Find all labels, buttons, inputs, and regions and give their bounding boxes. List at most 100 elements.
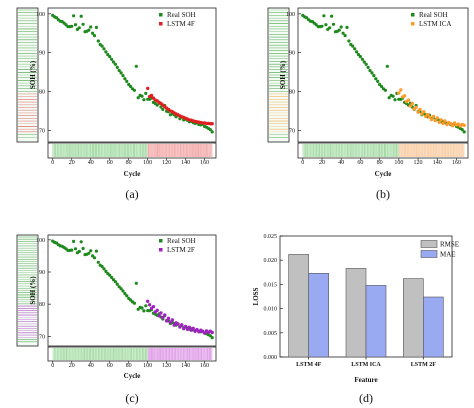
real-soh-point bbox=[121, 289, 125, 293]
x-tick-label: 160 bbox=[200, 363, 209, 369]
y-tick-label: 70 bbox=[39, 128, 45, 134]
prediction-point bbox=[183, 324, 188, 329]
real-soh-point bbox=[94, 25, 98, 29]
real-soh-point bbox=[339, 25, 343, 29]
x-tick-label: 80 bbox=[377, 160, 383, 166]
real-soh-point bbox=[87, 28, 91, 32]
real-soh-point bbox=[372, 74, 376, 78]
prediction-point bbox=[435, 116, 439, 120]
real-soh-point bbox=[161, 107, 165, 111]
y-tick-label: 0.000 bbox=[264, 355, 278, 361]
prediction-point bbox=[146, 299, 150, 303]
real-soh-point bbox=[119, 287, 123, 291]
prediction-point bbox=[397, 91, 401, 95]
prediction-point bbox=[168, 320, 173, 324]
y-tick-label: 0.020 bbox=[264, 258, 278, 264]
real-soh-point bbox=[54, 16, 59, 20]
real-soh-point bbox=[132, 301, 136, 305]
x-tick-label: 100 bbox=[143, 363, 152, 369]
real-soh-point bbox=[91, 31, 95, 35]
real-soh-point bbox=[330, 14, 334, 18]
real-soh-point bbox=[136, 96, 140, 100]
real-soh-point bbox=[100, 264, 104, 269]
real-soh-point bbox=[121, 74, 125, 78]
panel-label: (a) bbox=[125, 187, 138, 201]
x-tick-label: 0 bbox=[51, 160, 54, 166]
x-tick-label: 40 bbox=[338, 160, 344, 166]
cycle-strip-frame bbox=[47, 346, 217, 362]
real-soh-point bbox=[92, 256, 97, 260]
x-tick-label: 140 bbox=[181, 363, 190, 369]
y-tick-label: 100 bbox=[286, 12, 295, 18]
y-axis-label: LOSS bbox=[252, 287, 260, 305]
real-soh-point bbox=[358, 55, 362, 59]
real-soh-point bbox=[125, 294, 129, 298]
prediction-point bbox=[191, 326, 195, 330]
feature-strip-frame bbox=[16, 234, 39, 347]
prediction-point bbox=[202, 331, 207, 335]
y-tick-label: 90 bbox=[39, 270, 45, 276]
real-soh-point bbox=[378, 82, 382, 87]
prediction-point bbox=[429, 117, 434, 122]
real-soh-point bbox=[324, 23, 328, 27]
test-band bbox=[147, 144, 213, 157]
prediction-point bbox=[443, 119, 447, 123]
prediction-point bbox=[163, 313, 167, 317]
real-soh-point bbox=[362, 60, 366, 64]
real-soh-point bbox=[73, 247, 78, 251]
x-axis-label: Feature bbox=[354, 376, 377, 384]
train-band bbox=[52, 348, 148, 360]
x-tick-label: 120 bbox=[414, 160, 423, 166]
real-soh-point bbox=[341, 31, 345, 35]
legend-label: MAE bbox=[440, 251, 456, 259]
loss-bar-chart: 0.000 0.005 0.010 0.015 0.020 0.025 LSTM 4F LST… bbox=[252, 234, 459, 405]
real-soh-point bbox=[79, 240, 83, 244]
y-tick-label: 0.025 bbox=[264, 234, 278, 240]
prediction-point bbox=[427, 115, 432, 119]
real-soh-point bbox=[144, 304, 148, 308]
real-soh-point bbox=[108, 55, 112, 59]
real-soh-point bbox=[129, 84, 133, 89]
real-soh-point bbox=[387, 96, 391, 100]
y-axis-label: SOH (%) bbox=[29, 60, 37, 89]
prediction-point bbox=[159, 311, 163, 315]
x-tick-label: 140 bbox=[181, 160, 190, 166]
real-soh-point bbox=[81, 246, 85, 251]
prediction-point bbox=[147, 303, 152, 307]
y-tick-label: 70 bbox=[39, 334, 45, 340]
y-tick-label: 0.005 bbox=[264, 331, 278, 337]
prediction-point bbox=[182, 326, 186, 331]
y-tick-label: 80 bbox=[39, 90, 45, 96]
real-soh-point bbox=[345, 25, 349, 29]
real-soh-point bbox=[104, 50, 108, 54]
x-tick-label: 100 bbox=[394, 160, 403, 166]
real-soh-point bbox=[376, 79, 380, 83]
prediction-point bbox=[151, 305, 156, 309]
legend-marker bbox=[420, 240, 438, 248]
y-axis-label: SOH (%) bbox=[279, 60, 287, 89]
real-soh-point bbox=[343, 34, 347, 38]
real-soh-point bbox=[314, 23, 318, 27]
prediction-point bbox=[399, 88, 403, 92]
real-soh-point bbox=[119, 71, 123, 75]
y-tick-label: 80 bbox=[289, 90, 295, 96]
panel-label: (d) bbox=[359, 391, 373, 405]
real-soh-point bbox=[142, 98, 146, 102]
legend-marker bbox=[159, 22, 163, 26]
real-soh-point bbox=[73, 23, 78, 27]
prediction-point bbox=[426, 112, 430, 117]
x-tick-label: 60 bbox=[357, 160, 363, 166]
real-soh-point bbox=[356, 53, 361, 57]
legend-label: Real SOH bbox=[167, 237, 196, 245]
real-soh-point bbox=[140, 94, 144, 98]
real-soh-point bbox=[77, 26, 81, 30]
real-soh-point bbox=[70, 248, 74, 252]
real-soh-point bbox=[111, 60, 116, 64]
prediction-point bbox=[441, 121, 445, 126]
x-tick-label: LSTM 4F bbox=[296, 362, 322, 368]
real-soh-point bbox=[368, 68, 372, 73]
x-tick-label: 160 bbox=[452, 160, 461, 166]
x-tick-label: 100 bbox=[143, 160, 152, 166]
real-soh-point bbox=[385, 64, 389, 68]
